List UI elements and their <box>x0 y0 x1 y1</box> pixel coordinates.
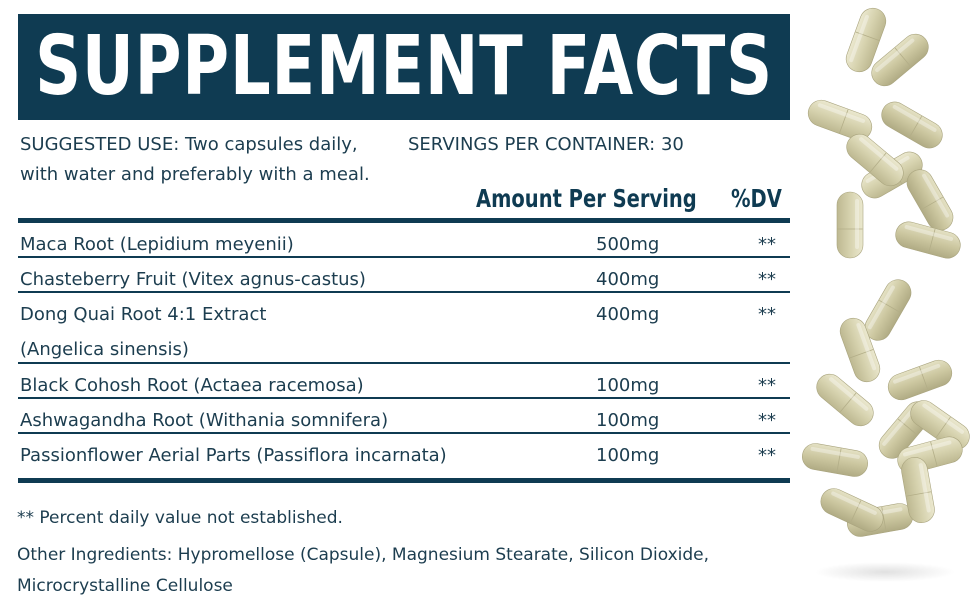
table-row: Dong Quai Root 4:1 Extract (Angelica sin… <box>18 293 790 364</box>
table-row: Black Cohosh Root (Actaea racemosa) 100m… <box>18 364 790 399</box>
table-row: Passionflower Aerial Parts (Passiflora i… <box>18 434 790 467</box>
ingredient-name-line1: Dong Quai Root 4:1 Extract <box>20 304 267 325</box>
table-row: Maca Root (Lepidium meyenii) 500mg ** <box>18 223 790 258</box>
ingredient-name: Passionflower Aerial Parts (Passiflora i… <box>20 445 447 466</box>
ingredient-name: Black Cohosh Root (Actaea racemosa) <box>20 375 364 396</box>
header-divider <box>18 218 790 223</box>
ingredient-amount: 400mg <box>596 269 660 290</box>
ingredient-dv: ** <box>758 375 776 396</box>
other-ingredients-text: Other Ingredients: Hypromellose (Capsule… <box>17 545 710 596</box>
ingredient-amount: 100mg <box>596 410 660 431</box>
table-row: Ashwagandha Root (Withania somnifera) 10… <box>18 399 790 434</box>
servings-per-container-text: SERVINGS PER CONTAINER: 30 <box>408 134 684 155</box>
suggested-use-text: SUGGESTED USE: Two capsules daily, with … <box>20 134 370 185</box>
table-bottom-divider <box>18 478 790 483</box>
ingredient-amount: 100mg <box>596 445 660 466</box>
ingredient-amount: 100mg <box>596 375 660 396</box>
ingredient-amount: 400mg <box>596 304 660 325</box>
page-title: SUPPLEMENT FACTS <box>35 19 773 114</box>
ingredient-name: Dong Quai Root 4:1 Extract (Angelica sin… <box>20 297 580 367</box>
table-row: Chasteberry Fruit (Vitex agnus-castus) 4… <box>18 258 790 293</box>
ingredient-name: Ashwagandha Root (Withania somnifera) <box>20 410 389 431</box>
ingredient-name: Maca Root (Lepidium meyenii) <box>20 234 294 255</box>
daily-value-footnote: ** Percent daily value not established. <box>17 508 343 528</box>
supplement-facts-header: SUPPLEMENT FACTS <box>18 14 790 120</box>
ingredient-dv: ** <box>758 304 776 325</box>
ingredient-dv: ** <box>758 234 776 255</box>
amount-per-serving-header: Amount Per Serving <box>476 184 697 213</box>
ingredient-dv: ** <box>758 445 776 466</box>
ingredient-name-line2: (Angelica sinensis) <box>20 339 189 360</box>
ingredient-amount: 500mg <box>596 234 660 255</box>
daily-value-header: %DV <box>731 184 782 213</box>
capsules-icon <box>802 7 970 582</box>
ingredient-dv: ** <box>758 410 776 431</box>
ingredient-dv: ** <box>758 269 776 290</box>
ingredient-name: Chasteberry Fruit (Vitex agnus-castus) <box>20 269 366 290</box>
ingredients-table: Maca Root (Lepidium meyenii) 500mg ** Ch… <box>18 223 790 467</box>
